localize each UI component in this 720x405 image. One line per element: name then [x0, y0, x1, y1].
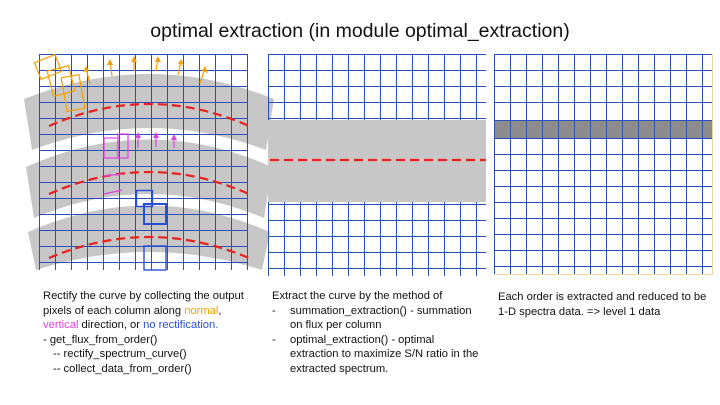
frame [494, 54, 713, 275]
extracted-spectrum-panel [492, 54, 714, 276]
rectify-intro: Rectify the curve by collecting the outp… [43, 290, 244, 317]
extracted-row [494, 120, 712, 138]
vertical-arrowheads [135, 132, 177, 140]
normal-word: normal [184, 304, 219, 317]
no-rectification-marks [135, 189, 167, 271]
extract-caption: Extract the curve by the method of - summ… [272, 289, 482, 377]
direction-text: direction, or [78, 319, 144, 332]
bullet-summation: - summation_extraction() - summation on f… [272, 304, 482, 333]
trace-bottom [48, 235, 250, 260]
rectify-description: Rectify the curve by collecting the outp… [43, 289, 248, 333]
trace-top [48, 102, 250, 128]
rectified-order-panel [266, 54, 488, 276]
func-get-flux: - get_flux_from_order() [43, 333, 158, 346]
page-title: optimal extraction (in module optimal_ex… [150, 20, 570, 42]
pixel-grid-3 [494, 54, 712, 274]
func-collect: -- collect_data_from_order() [53, 362, 192, 375]
pixel-grid-2 [268, 54, 486, 276]
comma-sep: , [218, 304, 222, 317]
level1-caption: Each order is extracted and reduced to b… [498, 291, 707, 318]
no-rectification-word: no rectification. [143, 319, 219, 332]
rectify-caption: Rectify the curve by collecting the outp… [43, 289, 248, 377]
func-rectify: -- rectify_spectrum_curve() [53, 348, 187, 361]
normal-arrowheads [83, 56, 208, 73]
curved-orders-panel [24, 54, 274, 274]
bullet-text: optimal_extraction() - optimal extractio… [290, 333, 479, 375]
bullet-dash: - [272, 333, 276, 346]
bullet-text: summation_extraction() - summation on fl… [290, 304, 472, 332]
extract-intro: Extract the curve by the method of [272, 290, 443, 302]
bullet-optimal: - optimal_extraction() - optimal extracti… [272, 333, 482, 377]
bullet-dash: - [272, 304, 276, 317]
pixel-grid [39, 54, 248, 270]
order-band-top [24, 74, 274, 150]
trace-middle [48, 170, 250, 196]
vertical-word: vertical [43, 319, 79, 332]
